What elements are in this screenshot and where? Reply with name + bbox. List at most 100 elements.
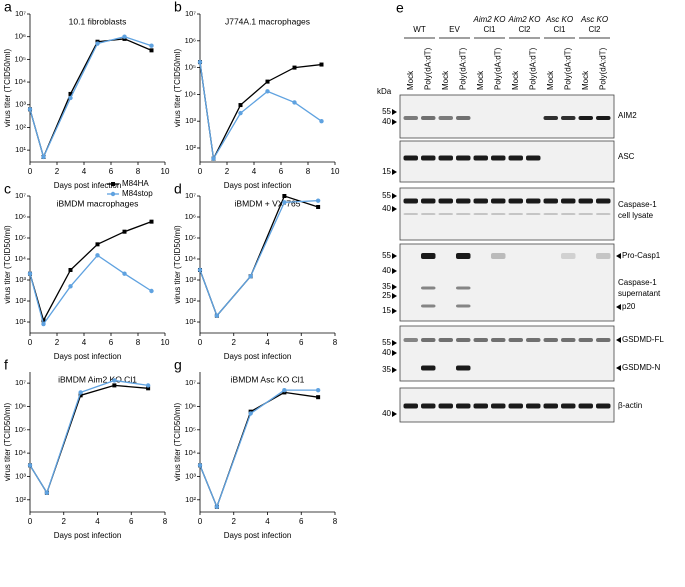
data-point <box>41 321 46 327</box>
y-tick-label: 10³ <box>185 471 196 480</box>
mw-marker: 40 <box>382 204 391 213</box>
lane-label: Mock <box>476 70 485 90</box>
band <box>473 403 488 409</box>
label-arrow <box>616 365 621 371</box>
group-label: Aim2 KO <box>507 15 540 24</box>
group-label: EV <box>449 25 460 34</box>
band-label: supernatant <box>618 289 661 298</box>
y-axis-title: virus titer (TCID50/ml) <box>3 225 12 304</box>
data-point <box>145 383 151 388</box>
y-tick-label: 10² <box>185 296 196 305</box>
band <box>596 338 611 342</box>
band <box>421 198 436 204</box>
x-axis-title: Days post infection <box>224 181 292 190</box>
chart-title: iBMDM Aim2 KO Cl1 <box>58 374 137 384</box>
x-tick-label: 8 <box>163 517 168 526</box>
band-label: ASC <box>618 152 635 161</box>
legend-label: M84stop <box>122 189 153 198</box>
panel-label: g <box>174 357 182 373</box>
band <box>561 338 576 342</box>
band <box>473 155 488 161</box>
data-point <box>95 41 100 46</box>
x-tick-label: 0 <box>28 338 33 347</box>
mw-marker: 15 <box>382 167 391 176</box>
mw-marker: 35 <box>382 365 391 374</box>
y-tick-label: 10¹ <box>15 145 26 154</box>
blot-frame <box>399 94 615 139</box>
band <box>403 155 418 161</box>
band <box>456 365 471 371</box>
chart-title: iBMDM macrophages <box>57 198 139 208</box>
data-point <box>197 267 203 273</box>
band <box>438 198 453 204</box>
x-tick-label: 4 <box>265 338 270 347</box>
data-point <box>197 59 203 65</box>
band <box>508 338 523 342</box>
unit-label: kDa <box>377 87 392 96</box>
band <box>456 338 471 342</box>
x-tick-label: 8 <box>306 167 311 176</box>
lane-label: Mock <box>511 70 520 90</box>
band <box>526 338 541 342</box>
band-label: Pro-Casp1 <box>622 251 661 260</box>
y-tick-label: 10³ <box>15 471 26 480</box>
series-line <box>29 254 152 326</box>
blot-frame <box>399 187 615 241</box>
marker-arrow <box>392 293 397 299</box>
band <box>491 403 506 409</box>
data-point <box>95 253 100 258</box>
legend-marker <box>111 182 115 186</box>
band <box>456 253 471 259</box>
band <box>561 198 576 204</box>
band <box>596 403 611 409</box>
band <box>456 155 471 161</box>
y-tick-label: 10³ <box>185 275 196 284</box>
y-tick-label: 10⁵ <box>185 425 196 434</box>
band <box>403 116 418 120</box>
data-point <box>282 200 287 205</box>
band <box>543 403 558 409</box>
mw-marker: 55 <box>382 107 391 116</box>
marker-arrow <box>392 193 397 199</box>
series-line <box>199 195 319 317</box>
y-tick-label: 10⁷ <box>15 378 26 387</box>
blot-frame <box>399 243 615 322</box>
label-arrow <box>616 337 621 343</box>
band <box>491 198 506 204</box>
y-tick-label: 10⁴ <box>14 448 26 457</box>
band <box>543 116 558 120</box>
band <box>473 213 488 215</box>
data-point <box>44 490 50 495</box>
panel-label: a <box>4 0 12 15</box>
x-tick-label: 6 <box>129 517 134 526</box>
band <box>438 155 453 161</box>
data-point <box>112 378 117 383</box>
x-tick-label: 2 <box>232 338 237 347</box>
band <box>543 198 558 204</box>
data-point <box>282 390 287 395</box>
band <box>456 403 471 409</box>
x-tick-label: 8 <box>136 167 141 176</box>
x-axis-title: Days post infection <box>54 531 122 540</box>
marker-arrow <box>392 109 397 115</box>
legend-marker <box>110 191 116 197</box>
data-point <box>41 154 46 160</box>
y-tick-label: 10⁶ <box>185 212 196 221</box>
x-tick-label: 0 <box>198 338 203 347</box>
data-point <box>248 411 253 416</box>
lane-label: Poly(dA:dT) <box>528 47 537 90</box>
x-tick-label: 4 <box>265 517 270 526</box>
data-point <box>95 242 100 247</box>
label-arrow <box>616 253 621 259</box>
mw-marker: 40 <box>382 348 391 357</box>
band <box>596 253 611 259</box>
group-clone: Cl2 <box>518 25 531 34</box>
x-tick-label: 6 <box>279 167 284 176</box>
x-tick-label: 0 <box>198 517 203 526</box>
data-point <box>122 271 127 276</box>
band <box>421 286 436 290</box>
data-point <box>265 89 270 94</box>
band <box>578 403 593 409</box>
data-point <box>68 91 73 96</box>
marker-arrow <box>392 119 397 125</box>
